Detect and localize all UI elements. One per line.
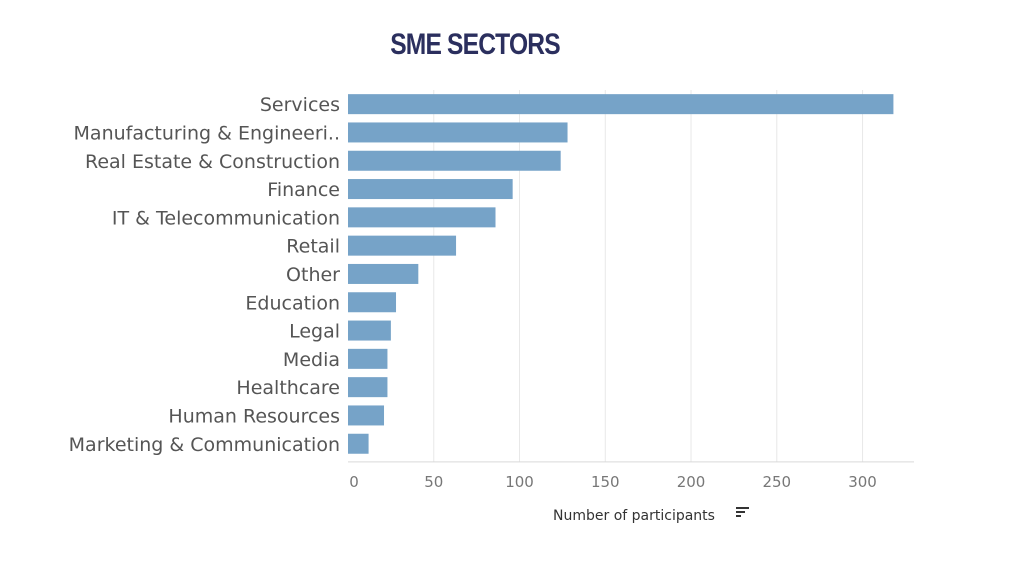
category-label: Other: [286, 264, 340, 286]
category-label: Human Resources: [168, 405, 340, 427]
x-tick-label: 50: [424, 473, 443, 491]
sort-descending-icon[interactable]: [736, 507, 749, 517]
bar[interactable]: [348, 405, 385, 426]
sort-icon-line: [736, 515, 741, 517]
bar[interactable]: [348, 179, 513, 200]
category-label: Healthcare: [236, 377, 340, 399]
category-label: Media: [283, 349, 340, 371]
x-tick-label: 150: [591, 473, 620, 491]
bar[interactable]: [348, 207, 496, 228]
gridlines: [348, 90, 914, 463]
sort-icon-line: [736, 507, 749, 509]
category-label: Legal: [289, 321, 340, 343]
category-label: Education: [245, 292, 340, 314]
bars: [348, 94, 894, 454]
category-label: Finance: [267, 179, 340, 201]
bar[interactable]: [348, 122, 568, 143]
sort-icon-line: [736, 511, 745, 513]
bar[interactable]: [348, 377, 388, 398]
bar[interactable]: [348, 348, 388, 369]
bar[interactable]: [348, 263, 419, 284]
bar[interactable]: [348, 433, 369, 454]
category-label: Marketing & Communication: [69, 434, 340, 456]
x-tick-labels: 0 50 100 150 200 250 300: [349, 473, 877, 491]
bar[interactable]: [348, 320, 391, 341]
chart-title: SME SECTORS: [390, 28, 560, 61]
bar[interactable]: [348, 150, 561, 171]
category-label: Retail: [286, 236, 340, 258]
x-tick-label: 100: [505, 473, 534, 491]
category-label: IT & Telecommunication: [112, 207, 340, 229]
bar[interactable]: [348, 292, 397, 313]
category-labels: Services Manufacturing & Engineeri.. Real …: [69, 94, 341, 456]
bar[interactable]: [348, 94, 894, 115]
category-label: Real Estate & Construction: [85, 151, 340, 173]
x-tick-label: 300: [848, 473, 877, 491]
category-label: Manufacturing & Engineeri..: [74, 122, 340, 144]
category-label: Services: [260, 94, 340, 116]
x-axis-title: Number of participants: [553, 508, 715, 524]
x-tick-label: 200: [677, 473, 706, 491]
x-tick-label: 0: [349, 473, 359, 491]
x-tick-label: 250: [762, 473, 791, 491]
bar[interactable]: [348, 235, 457, 256]
